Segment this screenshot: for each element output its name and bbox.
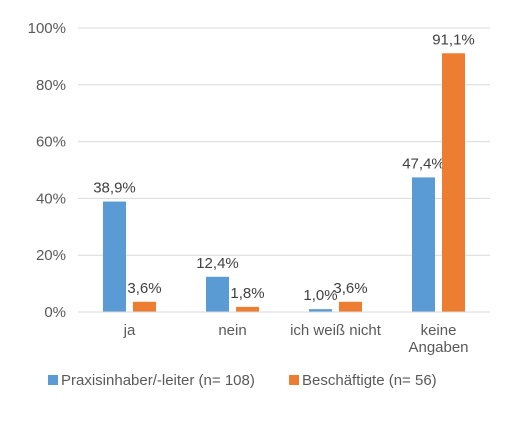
data-label: 91,1% (432, 31, 475, 48)
y-tick-label: 40% (36, 190, 66, 207)
data-label: 1,0% (303, 287, 337, 304)
legend-swatch (48, 375, 58, 385)
y-tick-label: 60% (36, 134, 66, 151)
y-tick-label: 20% (36, 247, 66, 264)
category-label: keine (421, 322, 457, 339)
bar-praxisinhaber (309, 309, 332, 312)
category-label: Angaben (408, 339, 468, 356)
legend-label: Praxisinhaber/-leiter (n= 108) (61, 372, 255, 389)
y-tick-label: 80% (36, 77, 66, 94)
bar-praxisinhaber (103, 201, 126, 312)
bar-praxisinhaber (206, 276, 229, 312)
bar-beschaeftigte (236, 306, 259, 312)
legend-swatch (289, 375, 299, 385)
data-label: 1,8% (230, 285, 264, 302)
bar-beschaeftigte (133, 301, 156, 312)
category-label: ich weiß nicht (290, 322, 382, 339)
bar-beschaeftigte (339, 301, 362, 312)
data-label: 38,9% (93, 180, 136, 197)
category-label: ja (123, 322, 136, 339)
bar-praxisinhaber (412, 177, 435, 312)
data-label: 3,6% (127, 280, 161, 297)
category-label: nein (218, 322, 246, 339)
y-tick-label: 100% (28, 20, 66, 37)
y-tick-label: 0% (44, 304, 66, 321)
data-label: 47,4% (402, 155, 445, 172)
data-label: 12,4% (196, 255, 239, 272)
data-label: 3,6% (333, 280, 367, 297)
legend-label: Beschäftigte (n= 56) (302, 372, 437, 389)
bar-beschaeftigte (442, 53, 465, 312)
